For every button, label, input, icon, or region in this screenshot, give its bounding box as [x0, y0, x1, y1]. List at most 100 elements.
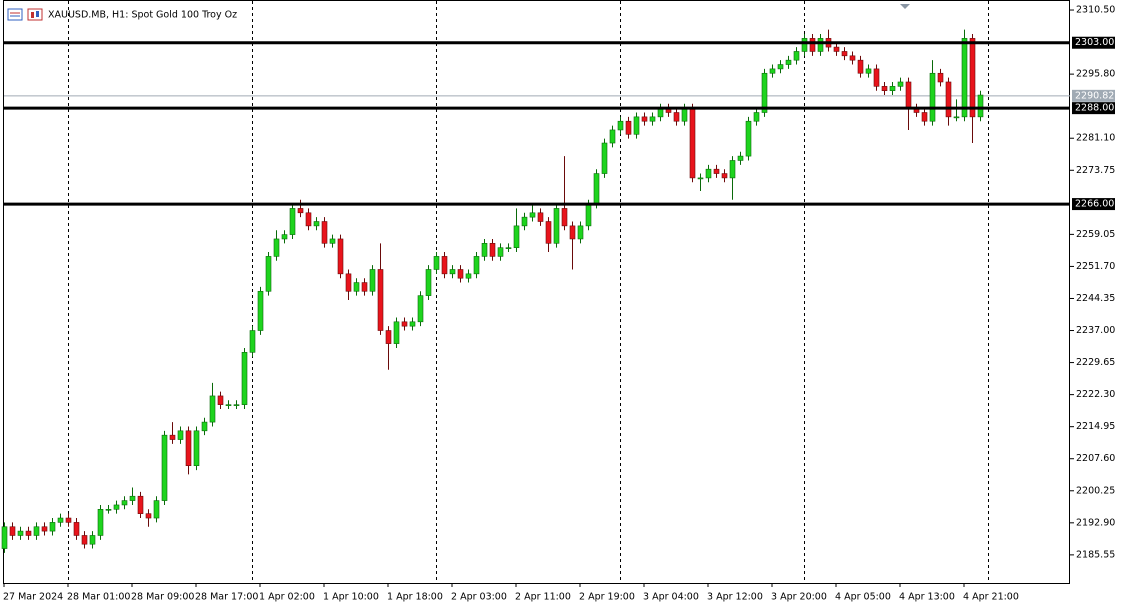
candle-body	[321, 221, 328, 244]
candle-body	[873, 68, 880, 87]
candle-body	[1, 526, 8, 549]
candle-body	[817, 38, 824, 52]
level-label-box	[1072, 102, 1115, 115]
candle-body	[185, 430, 192, 467]
candle-body	[929, 72, 936, 122]
candle-body	[473, 256, 480, 275]
candle-body	[849, 55, 856, 61]
candle-body	[897, 81, 904, 87]
candle-body	[425, 269, 432, 296]
shift-marker	[900, 4, 910, 9]
candle-body	[737, 155, 744, 161]
candle-body	[377, 269, 384, 331]
candle-body	[545, 221, 552, 244]
level-label-box	[1072, 36, 1115, 49]
candle-body	[145, 513, 152, 519]
candle-body	[81, 535, 88, 545]
candle-body	[249, 330, 256, 353]
candle-body	[809, 38, 816, 52]
icon	[31, 12, 34, 18]
y-tick-label: 2207.60	[1076, 453, 1115, 464]
candle-body	[633, 116, 640, 135]
x-tick-label: 2 Apr 03:00	[451, 592, 507, 603]
candle-body	[785, 59, 792, 65]
candle-body	[513, 225, 520, 248]
candle-body	[129, 495, 136, 501]
candle-body	[649, 116, 656, 122]
candle-body	[273, 238, 280, 257]
candle-body	[177, 430, 184, 440]
candle-body	[753, 112, 760, 122]
candle-body	[241, 352, 248, 405]
candle-body	[201, 421, 208, 432]
x-tick-label: 28 Mar 01:00	[67, 592, 130, 603]
candle-body	[641, 116, 648, 122]
x-tick-label: 4 Apr 21:00	[963, 592, 1019, 603]
candle-body	[153, 500, 160, 519]
candle-body	[537, 212, 544, 222]
candle-body	[329, 238, 336, 244]
candle-body	[841, 51, 848, 57]
candle-body	[889, 86, 896, 91]
candle-body	[385, 330, 392, 344]
candle-body	[225, 404, 232, 406]
level-label: 2288.00	[1075, 103, 1114, 114]
candle-body	[617, 120, 624, 131]
candle-body	[217, 395, 224, 405]
y-tick-label: 2200.25	[1076, 485, 1115, 496]
plot-frame	[3, 0, 1070, 584]
candle-body	[401, 321, 408, 327]
x-tick-label: 27 Mar 2024	[3, 592, 63, 603]
separators	[68, 1, 989, 583]
current-price-box	[1072, 89, 1115, 102]
candle-body	[17, 530, 24, 536]
y-tick-label: 2229.65	[1076, 357, 1115, 368]
current-price-label: 2290.82	[1075, 90, 1114, 101]
candle-body	[905, 81, 912, 109]
candle-body	[705, 168, 712, 179]
candle-body	[561, 208, 568, 227]
icon	[7, 8, 23, 21]
candle-body	[345, 273, 352, 292]
level-label-box	[1072, 198, 1115, 211]
candle-body	[457, 269, 464, 279]
icon	[27, 8, 43, 21]
y-tick-label: 2295.80	[1076, 69, 1115, 80]
x-tick-label: 2 Apr 11:00	[515, 592, 571, 603]
candle-body	[593, 173, 600, 205]
y-tick-label: 2192.90	[1076, 517, 1115, 528]
candle-body	[209, 395, 216, 423]
candle-body	[553, 208, 560, 244]
candle-body	[833, 46, 840, 52]
candle-body	[337, 238, 344, 275]
candle-body	[265, 256, 272, 292]
candle-body	[25, 530, 32, 536]
candle-body	[113, 504, 120, 510]
x-tick-label: 3 Apr 12:00	[707, 592, 763, 603]
candle-body	[745, 120, 752, 157]
candle-body	[945, 81, 952, 118]
candle-body	[361, 282, 368, 292]
candle-body	[521, 216, 528, 227]
candle-body	[577, 225, 584, 240]
candle-body	[689, 107, 696, 179]
x-tick-label: 1 Apr 10:00	[323, 592, 379, 603]
candle-body	[41, 526, 48, 532]
candle-body	[65, 517, 72, 523]
candle-body	[121, 500, 128, 506]
candle-body	[857, 59, 864, 74]
candle-body	[257, 290, 264, 331]
candle-body	[305, 212, 312, 227]
candle-body	[497, 247, 504, 257]
candle-body	[233, 404, 240, 406]
candle-body	[625, 120, 632, 135]
candle-body	[369, 269, 376, 292]
candle-body	[865, 68, 872, 74]
candle-body	[313, 221, 320, 227]
x-tick-label: 2 Apr 19:00	[579, 592, 635, 603]
candle-body	[961, 38, 968, 118]
candle-body	[33, 526, 40, 536]
level-label: 2303.00	[1075, 37, 1114, 48]
candle-body	[713, 168, 720, 174]
candle-body	[921, 112, 928, 122]
